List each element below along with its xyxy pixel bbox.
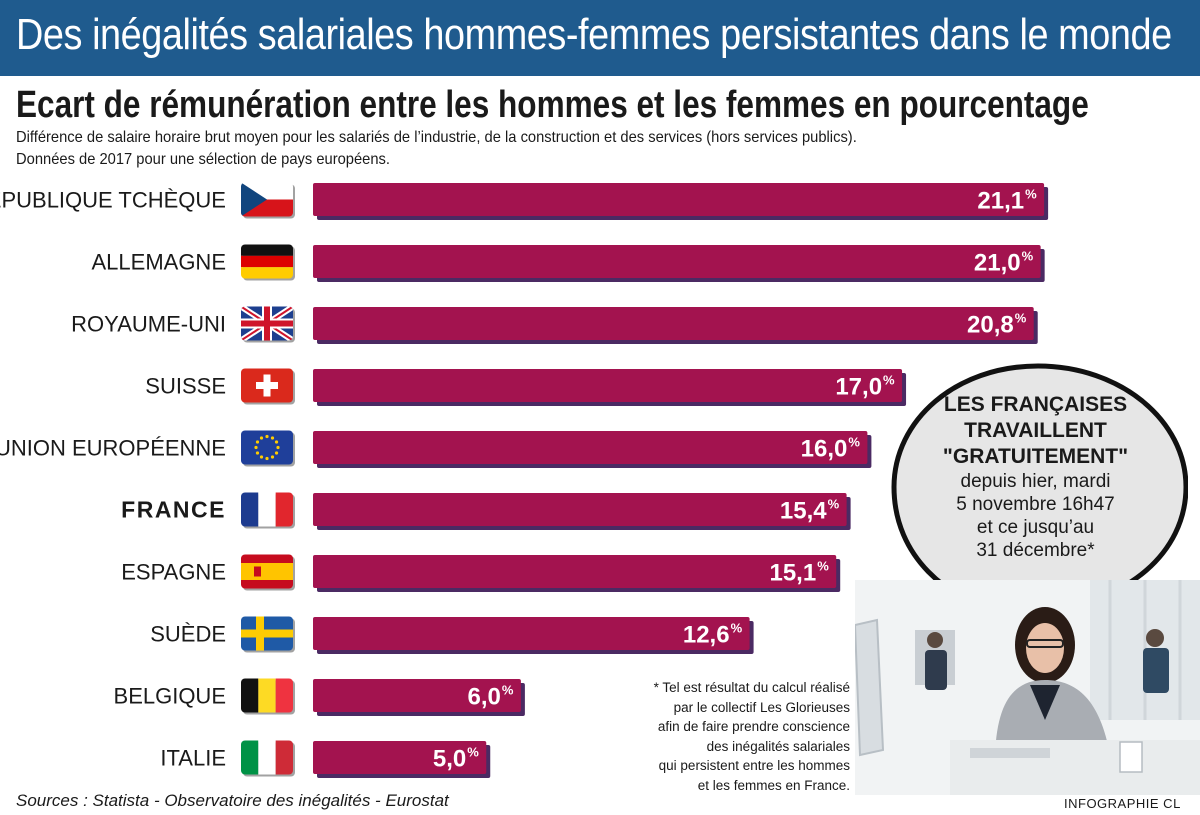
flag-germany-icon (241, 244, 293, 279)
callout-line-6: et ce jusqu’au (976, 517, 1095, 538)
flag-italy-icon (241, 740, 293, 775)
category-label: UNION EUROPÉENNE (0, 436, 226, 461)
value-label: 16,0 (801, 436, 848, 463)
bar (313, 245, 1041, 278)
bar (313, 369, 903, 402)
callout-text: LES FRANÇAISES TRAVAILLENT "GRATUITEMENT… (903, 392, 1168, 562)
flag-france-icon (241, 492, 293, 527)
sources: Sources : Statista - Observatoire des in… (16, 791, 449, 810)
bar-shadow (317, 373, 907, 406)
callout-line-4: depuis hier, mardi (960, 471, 1111, 492)
flag-shadow (243, 370, 295, 405)
bar-shadow (317, 745, 491, 778)
flag-shadow (243, 184, 295, 219)
category-label: ROYAUME-UNI (71, 312, 226, 337)
flag-shadow (243, 432, 295, 467)
value-label: 15,1 (769, 560, 816, 587)
bar-shadow (317, 497, 851, 530)
value-label: 21,1 (977, 188, 1024, 215)
bar (313, 679, 521, 712)
category-label: RÉPUBLIQUE TCHÈQUE (0, 188, 226, 213)
flag-shadow (243, 556, 295, 591)
bar (313, 555, 837, 588)
bar (313, 431, 868, 464)
chart-note-line-2: Données de 2017 pour une sélection de pa… (16, 151, 391, 168)
chart-note-line-1: Différence de salaire horaire brut moyen… (16, 129, 857, 146)
flag-eu-icon (241, 430, 293, 465)
callout-line-1: LES FRANÇAISES (943, 393, 1128, 416)
flag-shadow (243, 680, 295, 715)
infographic-credit: INFOGRAPHIE CL (1064, 796, 1181, 811)
footnote-line-4: des inégalités salariales (706, 738, 850, 754)
flag-uk-icon (241, 306, 293, 341)
value-label: 21,0 (974, 250, 1021, 277)
flag-switzerland-icon (241, 368, 293, 403)
category-label: BELGIQUE (114, 684, 226, 709)
category-label: SUISSE (145, 374, 226, 399)
bar-shadow (317, 311, 1038, 344)
footnote-line-6: et les femmes en France. (697, 777, 850, 793)
flag-shadow (243, 246, 295, 281)
flag-belgium-icon (241, 678, 293, 713)
flag-shadow (243, 494, 295, 529)
flag-sweden-icon (241, 616, 293, 651)
category-label: SUÈDE (150, 622, 226, 647)
value-unit-label: % (828, 497, 840, 512)
category-label: ESPAGNE (121, 560, 226, 585)
value-label: 17,0 (835, 374, 882, 401)
flag-spain-icon (241, 554, 293, 589)
value-label: 6,0 (468, 684, 501, 711)
value-label: 5,0 (433, 746, 466, 773)
bar (313, 617, 750, 650)
bar-shadow (317, 249, 1045, 282)
callout-line-2: TRAVAILLENT (964, 419, 1107, 442)
callout-line-3: "GRATUITEMENT" (942, 445, 1129, 468)
value-unit-label: % (502, 683, 514, 698)
footnote-line-2: par le collectif Les Glorieuses (673, 699, 850, 715)
bar (313, 307, 1034, 340)
chart-title: Ecart de rémunération entre les hommes e… (16, 84, 1089, 126)
value-unit-label: % (1022, 249, 1034, 264)
value-unit-label: % (467, 745, 479, 760)
bar-shadow (317, 435, 872, 468)
value-unit-label: % (731, 621, 743, 636)
flag-shadow (243, 308, 295, 343)
flag-shadow (243, 742, 295, 777)
value-unit-label: % (817, 559, 829, 574)
bar-shadow (317, 683, 525, 716)
bar (313, 741, 487, 774)
banner-title: Des inégalités salariales hommes-femmes … (16, 10, 1172, 59)
flag-czech-icon (241, 182, 293, 217)
title-banner: Des inégalités salariales hommes-femmes … (0, 0, 1200, 76)
flag-shadow (243, 618, 295, 653)
value-label: 20,8 (967, 312, 1014, 339)
callout-line-5: 5 novembre 16h47 (956, 494, 1115, 515)
callout-line-7: 31 décembre* (976, 540, 1095, 561)
footnote-line-5: qui persistent entre les hommes (658, 758, 850, 773)
bar-shadow (317, 559, 841, 592)
value-unit-label: % (1025, 187, 1037, 202)
bar-shadow (317, 187, 1049, 220)
category-label: ALLEMAGNE (92, 250, 227, 275)
bar-shadow (317, 621, 754, 654)
footnote: * Tel est résultat du calcul réalisé par… (620, 678, 850, 795)
value-unit-label: % (1015, 311, 1027, 326)
value-unit-label: % (848, 435, 860, 450)
value-label: 15,4 (780, 498, 827, 525)
value-label: 12,6 (683, 622, 730, 649)
category-label: FRANCE (121, 497, 226, 523)
bar (313, 183, 1045, 216)
footnote-line-1: * Tel est résultat du calcul réalisé (653, 680, 850, 695)
footnote-line-3: afin de faire prendre conscience (657, 719, 850, 734)
office-photo-illustration (855, 580, 1200, 795)
bar (313, 493, 847, 526)
category-label: ITALIE (160, 746, 226, 771)
